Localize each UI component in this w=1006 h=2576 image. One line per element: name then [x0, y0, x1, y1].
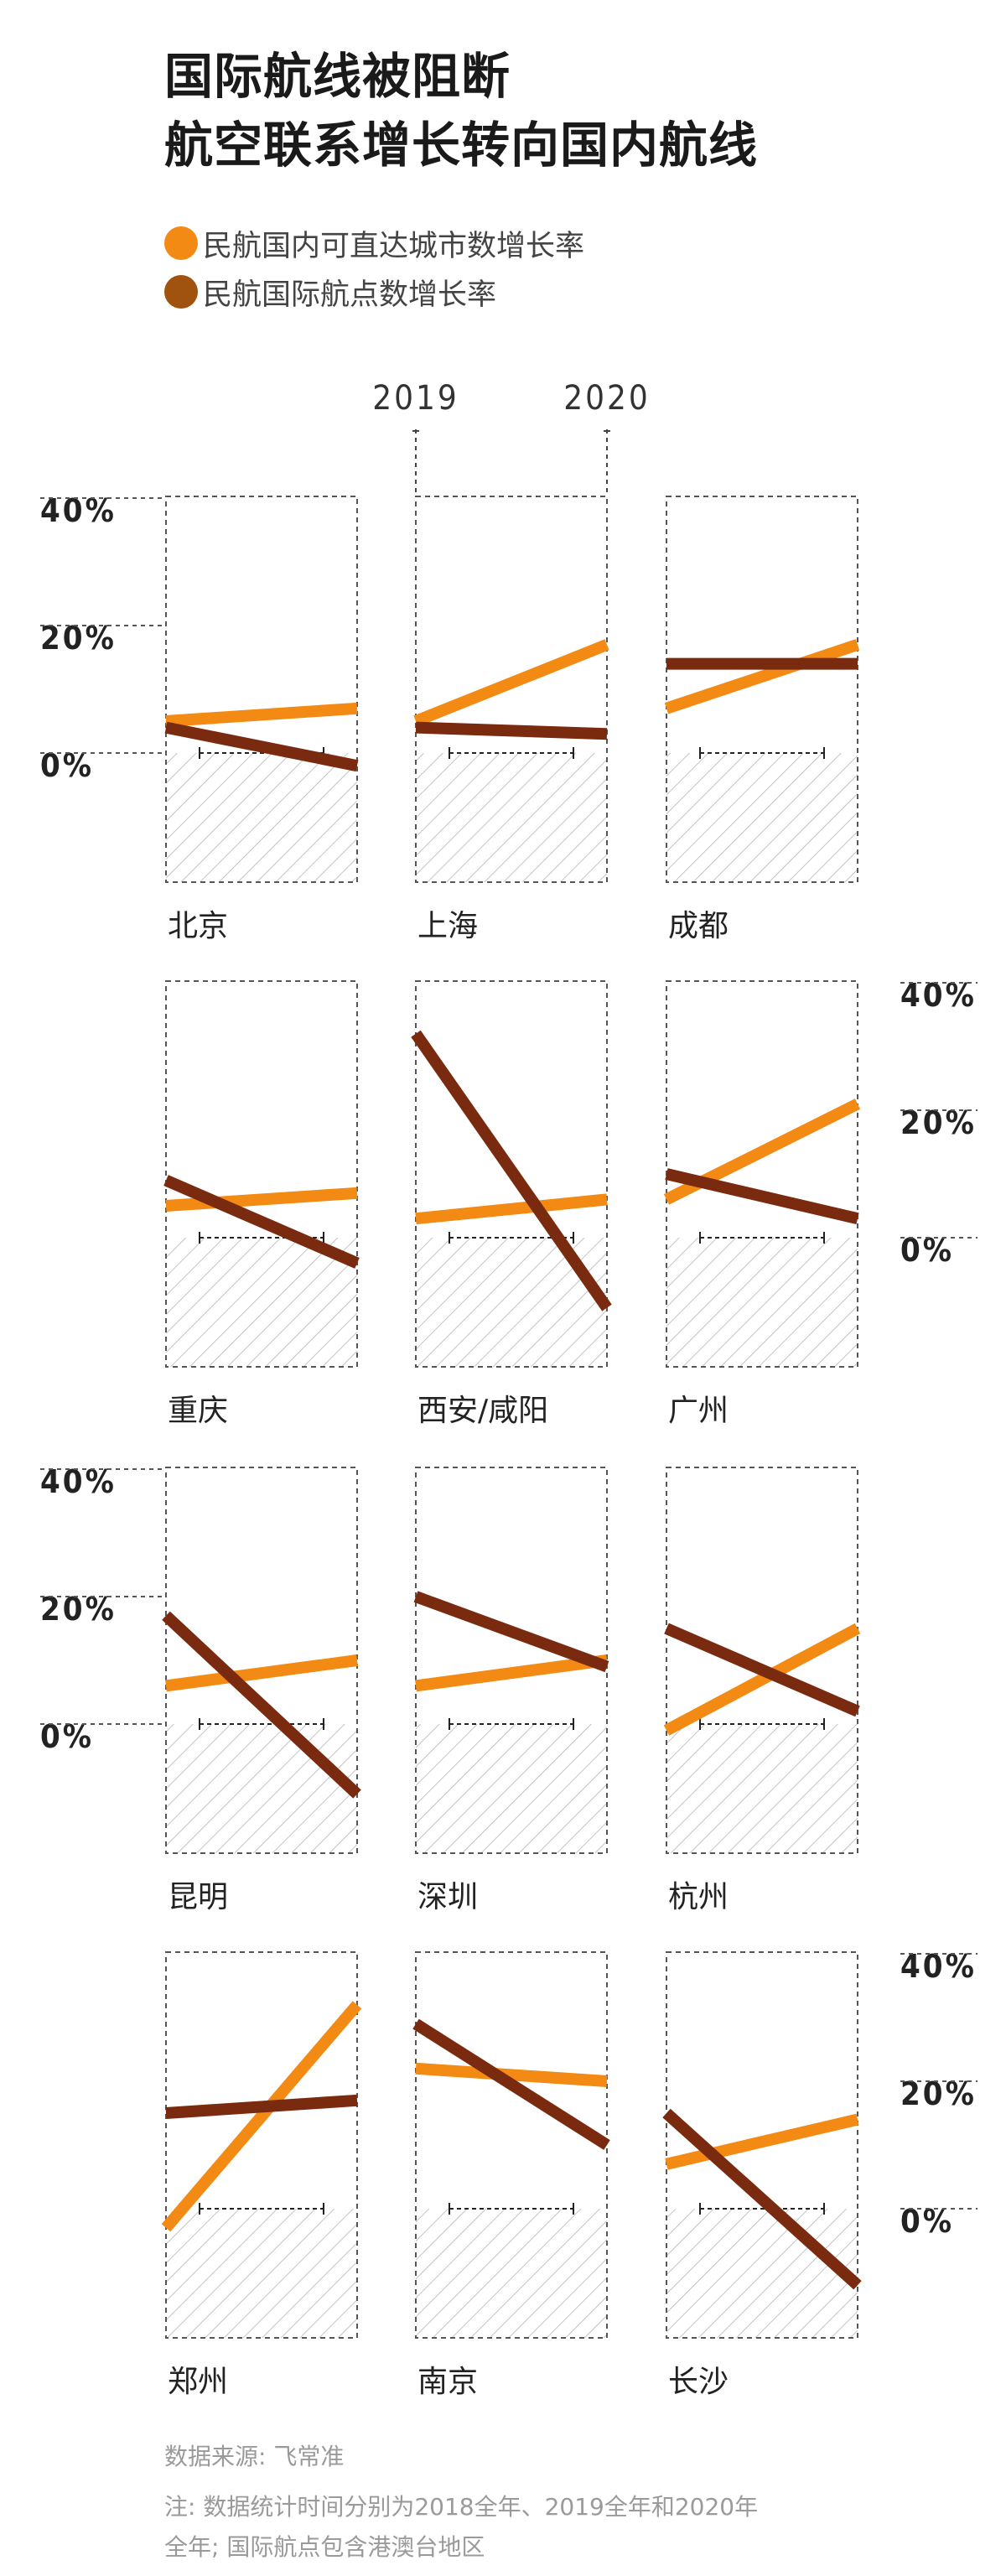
- city-label: 广州: [668, 1394, 729, 1428]
- city-label: 上海: [417, 909, 478, 943]
- negative-region: [416, 1724, 607, 1853]
- panel-frame: [415, 1951, 608, 2339]
- year-label-2020: 2020: [563, 379, 651, 418]
- series-line-international: [665, 1168, 859, 1225]
- panel-frame: [415, 496, 608, 883]
- note-line-1: 注: 数据统计时间分别为2018全年、2019全年和2020年: [164, 2493, 759, 2521]
- city-label: 北京: [168, 909, 228, 943]
- series-line-domestic: [165, 702, 358, 727]
- series-line-domestic: [415, 2062, 608, 2087]
- series-line-domestic: [165, 1187, 358, 1212]
- note-line-2: 全年; 国际航点包含港澳台地区: [164, 2533, 485, 2561]
- series-line-domestic: [413, 639, 609, 727]
- panel-7: 昆明: [162, 1467, 361, 1914]
- series-line-international: [415, 721, 608, 740]
- panel-frame: [666, 1951, 858, 2339]
- panel-12: 长沙: [662, 1951, 862, 2399]
- negative-region: [666, 1238, 858, 1367]
- negative-region: [416, 2209, 607, 2338]
- negative-region: [166, 753, 357, 882]
- series-line-domestic: [663, 1623, 861, 1736]
- panel-frame: [165, 1951, 358, 2339]
- panel-frame: [165, 1467, 358, 1854]
- city-label: 郑州: [168, 2365, 228, 2399]
- city-label: 重庆: [168, 1394, 228, 1428]
- legend-label-international: 民航国际航点数增长率: [203, 278, 497, 312]
- series-line-domestic: [415, 1193, 608, 1225]
- series-line-international: [412, 2018, 610, 2150]
- series-line-international: [164, 721, 359, 772]
- series-line-international: [162, 1611, 361, 1799]
- negative-region: [166, 1238, 357, 1367]
- legend-swatch-domestic: [164, 226, 198, 260]
- panel-frame: [666, 1467, 858, 1854]
- series-line-domestic: [161, 2001, 362, 2232]
- legend-item-domestic: 民航国内可直达城市数增长率: [164, 223, 584, 263]
- series-line-international: [165, 2094, 358, 2119]
- panel-11: 南京: [412, 1951, 610, 2399]
- series-line-international: [413, 1591, 609, 1673]
- negative-region: [666, 753, 858, 882]
- series-line-domestic: [165, 1654, 358, 1692]
- city-label: 成都: [668, 909, 729, 943]
- panel-3: 成都: [664, 496, 860, 943]
- panel-frame: [415, 1467, 608, 1854]
- city-label: 深圳: [417, 1880, 478, 1914]
- city-label: 西安/咸阳: [417, 1394, 548, 1428]
- legend-label-domestic: 民航国内可直达城市数增长率: [203, 229, 585, 263]
- panel-8: 深圳: [413, 1467, 609, 1914]
- series-line-international: [662, 2108, 862, 2290]
- panel-1: 北京: [164, 496, 359, 943]
- city-label: 昆明: [168, 1880, 228, 1914]
- legend-swatch-international: [164, 275, 198, 309]
- title-line-1: 国际航线被阻断: [164, 48, 511, 105]
- city-label: 南京: [417, 2365, 478, 2399]
- negative-region: [666, 2209, 858, 2338]
- series-line-international: [163, 1175, 360, 1269]
- series-line-international: [411, 1030, 612, 1311]
- panel-6: 广州: [663, 980, 861, 1428]
- negative-region: [166, 2209, 357, 2338]
- series-line-domestic: [415, 1654, 608, 1692]
- legend-item-international: 民航国际航点数增长率: [164, 272, 496, 312]
- series-line-domestic: [665, 2113, 859, 2170]
- panel-5: 西安/咸阳: [411, 980, 612, 1428]
- panel-9: 杭州: [663, 1467, 861, 1914]
- panel-10: 郑州: [161, 1951, 362, 2399]
- panel-frame: [666, 496, 858, 883]
- negative-region: [416, 753, 607, 882]
- series-line-domestic: [664, 639, 860, 714]
- series-line-international: [664, 1623, 860, 1717]
- title-line-2: 航空联系增长转向国内航线: [164, 117, 759, 174]
- source-text: 数据来源: 飞常准: [164, 2443, 345, 2470]
- year-label-2019: 2019: [372, 379, 459, 418]
- panel-4: 重庆: [163, 980, 360, 1428]
- city-label: 长沙: [668, 2365, 729, 2399]
- panel-frame: [415, 980, 608, 1368]
- city-label: 杭州: [668, 1880, 729, 1914]
- chart-title: 国际航线被阻断 航空联系增长转向国内航线: [164, 42, 758, 179]
- panel-2: 上海: [413, 496, 609, 943]
- negative-region: [666, 1724, 858, 1853]
- panel-frame: [165, 980, 358, 1368]
- negative-region: [166, 1724, 357, 1853]
- panel-frame: [165, 496, 358, 883]
